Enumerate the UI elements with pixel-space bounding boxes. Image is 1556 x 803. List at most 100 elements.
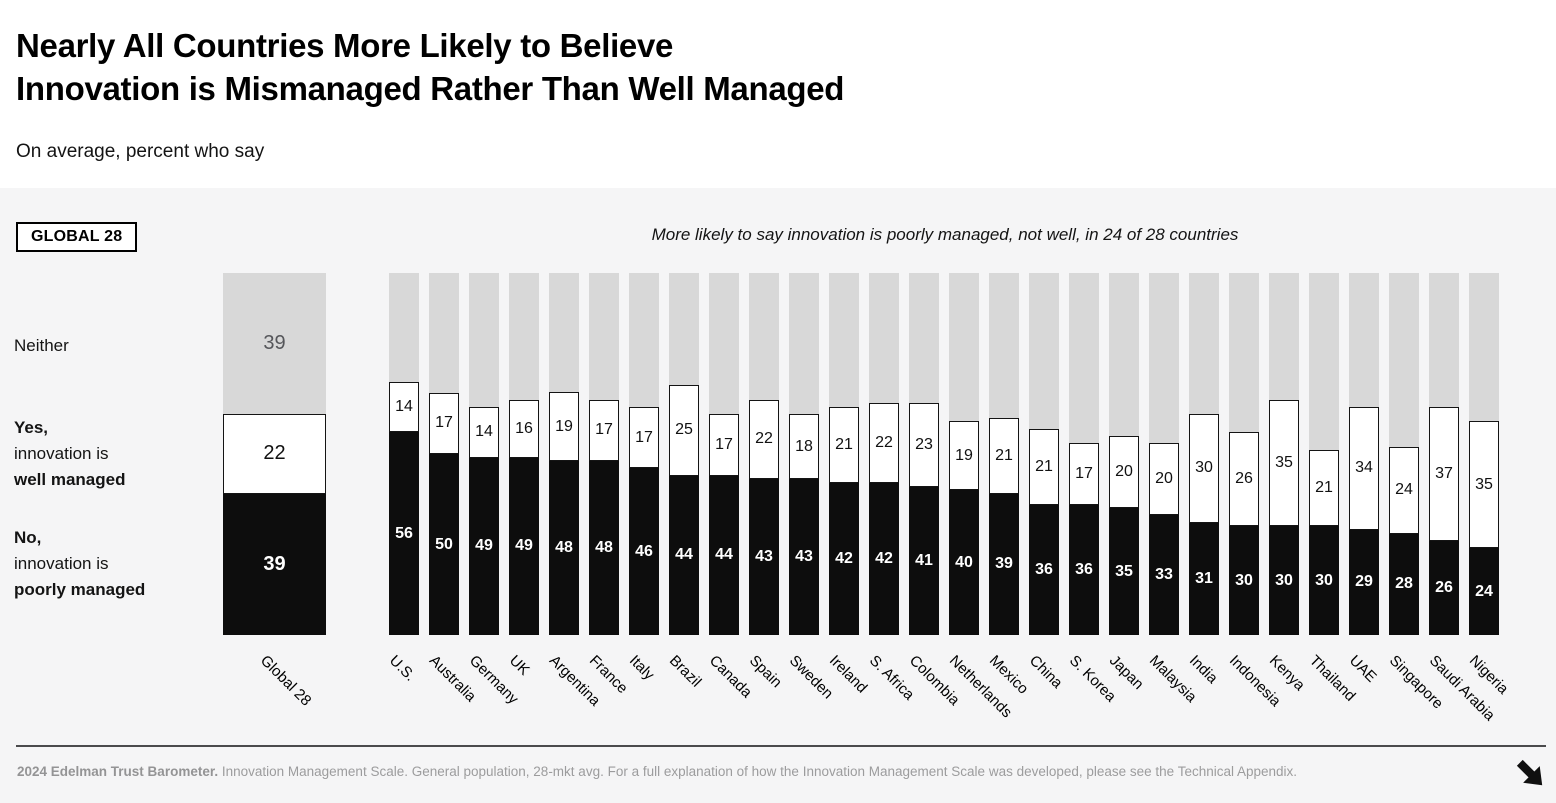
- bar-Brazil: 25 44: [669, 273, 699, 635]
- segment-value: 17: [715, 435, 733, 453]
- x-label-UK: UK: [505, 652, 533, 679]
- segment-value: 30: [1275, 571, 1293, 589]
- segment-neither: [949, 273, 979, 422]
- source-note: 2024 Edelman Trust Barometer. Innovation…: [17, 764, 1297, 779]
- segment-value: 21: [1035, 457, 1053, 475]
- segment-neither: [629, 273, 659, 407]
- bar-Kenya: 35 30: [1269, 273, 1299, 635]
- bar-Ireland: 21 42: [829, 273, 859, 635]
- bars-layer: 39 22 39 Global 28 14 56 U.S. 17 50 Australia 14 49…: [0, 188, 1556, 803]
- segment-neither: [1109, 273, 1139, 436]
- segment-yes: 17: [1069, 443, 1099, 505]
- segment-yes: 14: [469, 406, 499, 458]
- segment-value: 39: [995, 555, 1013, 573]
- bar-India: 30 31: [1189, 273, 1219, 635]
- segment-no: 42: [869, 482, 899, 635]
- segment-yes: 24: [1389, 446, 1419, 534]
- page-title-line1: Nearly All Countries More Likely to Beli…: [16, 27, 674, 64]
- segment-no: 35: [1109, 508, 1139, 635]
- segment-neither: [669, 273, 699, 386]
- segment-neither: [709, 273, 739, 415]
- segment-no: 39: [989, 493, 1019, 635]
- segment-value: 30: [1315, 571, 1333, 589]
- segment-value: 30: [1195, 459, 1213, 477]
- segment-neither: [1469, 273, 1499, 422]
- segment-no: 33: [1149, 515, 1179, 635]
- x-label-U.S.: U.S.: [385, 652, 419, 685]
- segment-no: 44: [669, 475, 699, 635]
- segment-yes: 34: [1349, 406, 1379, 530]
- segment-value: 25: [675, 421, 693, 439]
- segment-yes: 25: [669, 385, 699, 476]
- segment-value: 16: [515, 419, 533, 437]
- segment-value: 14: [395, 397, 413, 415]
- bar-Thailand: 21 30: [1309, 273, 1339, 635]
- segment-neither: [1229, 273, 1259, 433]
- segment-neither: [749, 273, 779, 400]
- segment-neither: [469, 273, 499, 407]
- page-subtitle: On average, percent who say: [16, 141, 265, 162]
- bar-Nigeria: 35 24: [1469, 273, 1499, 635]
- segment-value: 42: [835, 549, 853, 567]
- x-label-China: China: [1025, 652, 1066, 692]
- segment-yes: 16: [509, 399, 539, 458]
- segment-value: 41: [915, 551, 933, 569]
- segment-value: 44: [675, 546, 693, 564]
- bar-Mexico: 21 39: [989, 273, 1019, 635]
- next-slide-arrow[interactable]: [1512, 755, 1550, 793]
- bar-Netherlands: 19 40: [949, 273, 979, 635]
- segment-value: 24: [1475, 582, 1493, 600]
- segment-value: 24: [1395, 481, 1413, 499]
- segment-yes: 20: [1149, 443, 1179, 516]
- x-label-Italy: Italy: [625, 652, 658, 684]
- x-label-Global 28: Global 28: [256, 652, 314, 710]
- segment-yes: 17: [629, 406, 659, 469]
- bar-Italy: 17 46: [629, 273, 659, 635]
- segment-yes: 20: [1109, 435, 1139, 509]
- segment-value: 21: [1315, 479, 1333, 497]
- segment-no: 50: [429, 454, 459, 635]
- segment-no: 30: [1269, 526, 1299, 635]
- segment-value: 20: [1115, 463, 1133, 481]
- legend-yes-bold: well managed: [14, 470, 126, 489]
- bar-France: 17 48: [589, 273, 619, 635]
- bar-China: 21 36: [1029, 273, 1059, 635]
- segment-value: 20: [1155, 470, 1173, 488]
- x-label-Canada: Canada: [705, 652, 756, 702]
- bar-Argentina: 19 48: [549, 273, 579, 635]
- segment-neither: 39: [223, 273, 326, 415]
- segment-yes: 35: [1469, 421, 1499, 549]
- segment-no: 43: [749, 479, 779, 635]
- segment-value: 39: [263, 552, 286, 575]
- segment-no: 31: [1189, 522, 1219, 635]
- segment-neither: [1429, 273, 1459, 407]
- legend-neither: Neither: [14, 336, 69, 355]
- bar-Canada: 17 44: [709, 273, 739, 635]
- segment-yes: 21: [829, 406, 859, 483]
- bar-Colombia: 23 41: [909, 273, 939, 635]
- segment-value: 19: [555, 417, 573, 435]
- segment-yes: 19: [949, 421, 979, 491]
- segment-yes: 18: [789, 414, 819, 480]
- bar-Australia: 17 50: [429, 273, 459, 635]
- segment-no: 30: [1309, 526, 1339, 635]
- bar-Saudi Arabia: 37 26: [1429, 273, 1459, 635]
- segment-value: 42: [875, 549, 893, 567]
- segment-no: 43: [789, 479, 819, 635]
- southeast-arrow-icon: [1516, 759, 1543, 786]
- segment-no: 40: [949, 490, 979, 635]
- bar-S. Korea: 17 36: [1069, 273, 1099, 635]
- segment-neither: [1149, 273, 1179, 444]
- legend-well-managed: Yes, innovation is well managed: [14, 415, 125, 493]
- segment-no: 49: [509, 457, 539, 635]
- legend-yes-mid: innovation is: [14, 444, 109, 463]
- global-28-badge: GLOBAL 28: [16, 222, 138, 252]
- segment-value: 18: [795, 437, 813, 455]
- segment-value: 14: [475, 423, 493, 441]
- segment-yes: 37: [1429, 406, 1459, 541]
- segment-value: 17: [1075, 464, 1093, 482]
- bar-U.S.: 14 56: [389, 273, 419, 635]
- x-label-Brazil: Brazil: [665, 652, 705, 691]
- bar-Global 28: 39 22 39: [223, 273, 326, 635]
- segment-no: 36: [1029, 504, 1059, 635]
